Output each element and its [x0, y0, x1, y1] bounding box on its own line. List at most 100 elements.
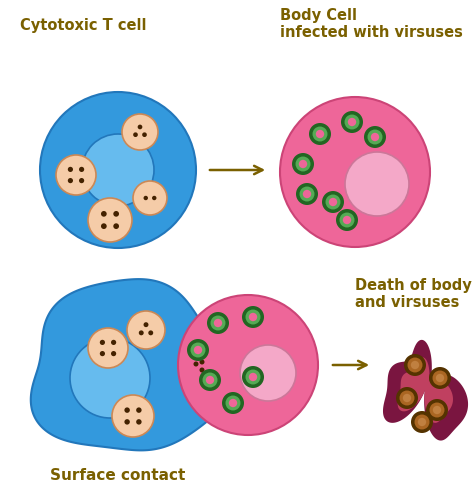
Circle shape [429, 403, 445, 417]
Circle shape [371, 133, 379, 141]
Circle shape [309, 123, 331, 145]
Circle shape [341, 111, 363, 133]
Circle shape [312, 127, 328, 142]
Circle shape [152, 196, 156, 200]
Circle shape [79, 178, 84, 183]
Circle shape [100, 351, 105, 356]
Circle shape [408, 357, 422, 373]
Circle shape [70, 338, 150, 418]
Circle shape [222, 392, 244, 414]
Circle shape [133, 132, 138, 137]
Circle shape [136, 408, 142, 413]
Polygon shape [383, 340, 468, 441]
Circle shape [142, 132, 147, 137]
Circle shape [207, 312, 229, 334]
Circle shape [178, 295, 318, 435]
Circle shape [303, 190, 311, 198]
Circle shape [411, 411, 433, 433]
Polygon shape [31, 279, 233, 450]
Circle shape [148, 330, 153, 336]
Circle shape [187, 339, 209, 361]
Circle shape [280, 97, 430, 247]
Circle shape [329, 198, 337, 206]
Circle shape [296, 183, 318, 205]
Circle shape [246, 370, 261, 384]
Circle shape [127, 311, 165, 349]
Circle shape [436, 374, 444, 382]
Circle shape [316, 130, 324, 138]
Circle shape [242, 306, 264, 328]
Circle shape [249, 373, 257, 381]
Circle shape [113, 224, 119, 229]
Circle shape [137, 125, 142, 130]
Polygon shape [398, 357, 453, 423]
Circle shape [101, 211, 107, 217]
Circle shape [326, 194, 340, 209]
Text: Death of body cell
and virsuses: Death of body cell and virsuses [355, 278, 474, 310]
Circle shape [194, 346, 202, 354]
Text: Surface contact: Surface contact [50, 468, 186, 483]
Circle shape [124, 408, 130, 413]
Circle shape [214, 319, 222, 327]
Circle shape [246, 310, 261, 324]
Circle shape [139, 330, 144, 336]
Circle shape [415, 414, 429, 430]
Circle shape [122, 114, 158, 150]
Circle shape [292, 153, 314, 175]
Circle shape [348, 118, 356, 126]
Circle shape [68, 178, 73, 183]
Circle shape [404, 354, 426, 376]
Circle shape [113, 211, 119, 217]
Circle shape [206, 376, 214, 384]
Circle shape [345, 152, 409, 216]
Circle shape [429, 367, 451, 389]
Circle shape [367, 130, 383, 145]
Circle shape [336, 209, 358, 231]
Circle shape [433, 406, 441, 414]
Circle shape [202, 373, 218, 388]
Circle shape [88, 328, 128, 368]
Circle shape [226, 395, 240, 411]
Circle shape [210, 316, 226, 331]
Circle shape [403, 394, 411, 402]
Circle shape [100, 340, 105, 345]
Circle shape [299, 160, 307, 168]
Circle shape [199, 369, 221, 391]
Circle shape [432, 371, 447, 386]
Circle shape [112, 395, 154, 437]
Circle shape [339, 212, 355, 227]
Circle shape [400, 391, 414, 406]
Circle shape [426, 399, 448, 421]
Circle shape [136, 419, 142, 425]
Circle shape [364, 126, 386, 148]
Circle shape [68, 167, 73, 172]
Circle shape [300, 187, 314, 202]
Circle shape [295, 156, 310, 171]
Circle shape [133, 181, 167, 215]
Circle shape [240, 345, 296, 401]
Circle shape [40, 92, 196, 248]
Circle shape [82, 134, 154, 206]
Circle shape [418, 418, 426, 426]
Text: Cytotoxic T cell: Cytotoxic T cell [20, 18, 146, 33]
Circle shape [79, 167, 84, 172]
Circle shape [249, 313, 257, 321]
Circle shape [322, 191, 344, 213]
Text: Body Cell
infected with virsuses: Body Cell infected with virsuses [280, 8, 463, 40]
Circle shape [193, 361, 199, 367]
Circle shape [200, 368, 204, 373]
Circle shape [144, 322, 148, 327]
Circle shape [343, 216, 351, 224]
Circle shape [124, 419, 130, 425]
Circle shape [242, 366, 264, 388]
Circle shape [229, 399, 237, 407]
Circle shape [111, 340, 116, 345]
Circle shape [101, 224, 107, 229]
Circle shape [191, 342, 206, 357]
Circle shape [111, 351, 116, 356]
Circle shape [144, 196, 148, 200]
Circle shape [396, 387, 418, 409]
Circle shape [88, 198, 132, 242]
Circle shape [411, 361, 419, 369]
Circle shape [345, 114, 359, 130]
